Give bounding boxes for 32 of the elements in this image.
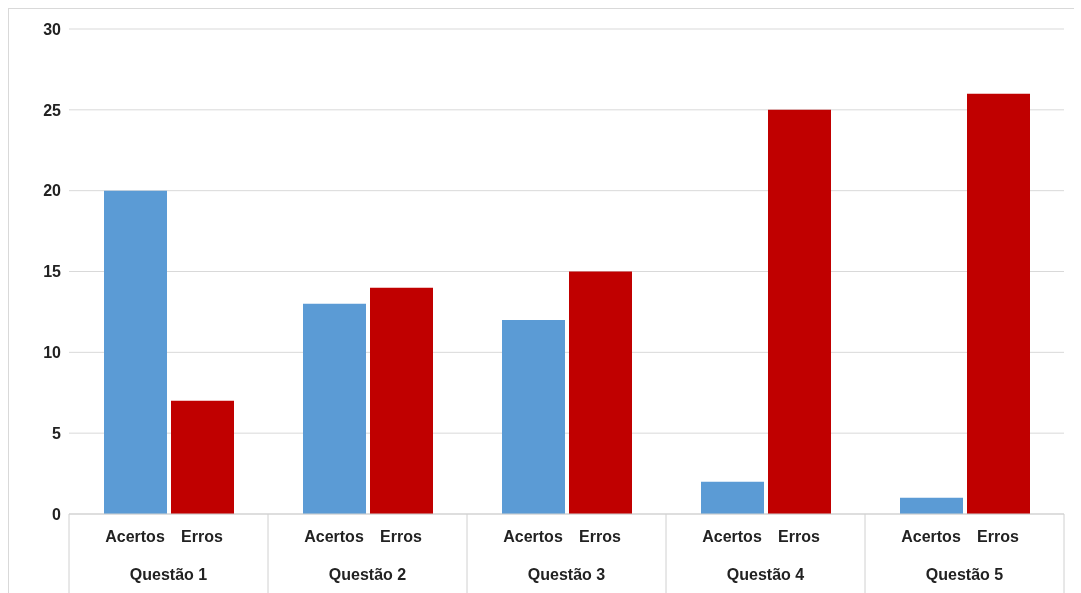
y-tick-label: 0 [52,505,62,523]
bar [900,497,963,514]
x-tick-label: Questão 4 [726,566,805,583]
y-tick-label: 10 [43,344,62,362]
text: Erros [380,528,422,545]
bar [303,303,366,514]
y-tick-label: 20 [43,182,62,200]
y-tick-label: 25 [43,101,62,119]
text: Erros [977,528,1019,545]
text: Erros [778,528,820,545]
text: Acertos [901,528,961,545]
text: Acertos [702,528,762,545]
y-tick-label: 5 [52,424,62,442]
y-tick-label: 15 [43,263,62,281]
series-label: Acertos [105,528,165,545]
bar [569,271,632,514]
x-tick-label: Questão 1 [129,566,208,583]
bar [171,400,234,514]
bar [370,287,433,514]
bar [701,481,764,514]
text: Acertos [503,528,563,545]
y-tick-label: 30 [43,20,62,38]
x-tick-label: Questão 2 [328,566,407,583]
bar [502,320,565,514]
x-tick-label: Questão 3 [527,566,606,583]
text: Acertos [304,528,364,545]
x-tick-label: Questão 5 [925,566,1004,583]
bar [967,93,1030,514]
text: Erros [579,528,621,545]
series-label: Erros [181,528,223,545]
bar [768,109,831,514]
bar [104,190,167,514]
